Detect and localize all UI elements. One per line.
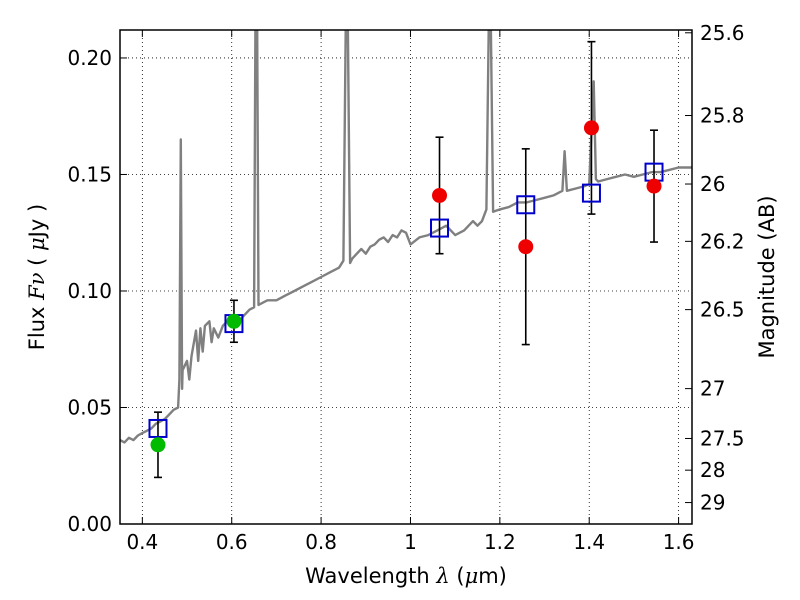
y-tick-label: 0.15 [67,162,112,186]
x-axis-label: Wavelength λ (μm) [305,564,507,588]
y-tick-label: 0.20 [67,46,112,70]
right-tick-label: 27.5 [700,426,745,450]
model-box [581,183,601,203]
y-tick-label: 0.05 [67,395,112,419]
plot-frame [119,29,693,525]
y-tick-label: 0.10 [67,279,112,303]
y-axis-label: Flux Fν ( μJy ) [25,204,49,350]
right-tick-label: 27 [700,377,725,401]
right-tick-label: 25.6 [700,21,745,45]
model-box [430,218,450,238]
spectrum-line [120,30,692,444]
red-point [432,187,448,203]
green-point [226,313,242,329]
x-tick-label: 1.2 [484,530,516,554]
x-tick-label: 0.6 [216,530,248,554]
red-point [646,178,662,194]
right-axis-label: Magnitude (AB) [755,195,779,358]
y-tick-label: 0.00 [67,512,112,536]
red-point [583,120,599,136]
right-tick-label: 29 [700,491,725,515]
right-tick-label: 28 [700,458,725,482]
right-tick-label: 26.2 [700,229,745,253]
red-point [518,239,534,255]
plot-area [120,30,692,479]
x-tick-label: 0.4 [126,530,158,554]
x-tick-label: 1.6 [663,530,695,554]
green-point [150,437,166,453]
model-box [148,418,168,438]
right-tick-label: 26 [700,172,725,196]
x-tick-label: 1.4 [573,530,605,554]
grid [120,30,692,524]
right-tick-label: 25.8 [700,104,745,128]
model-box [516,195,536,215]
right-tick-label: 26.5 [700,298,745,322]
x-tick-label: 1 [404,530,417,554]
x-tick-label: 0.8 [305,530,337,554]
ticks: 0.4 0.6 0.8 1 1.2 1.4 1.6 0.00 0.05 0.10 0.15 0.20 2… [67,21,744,554]
